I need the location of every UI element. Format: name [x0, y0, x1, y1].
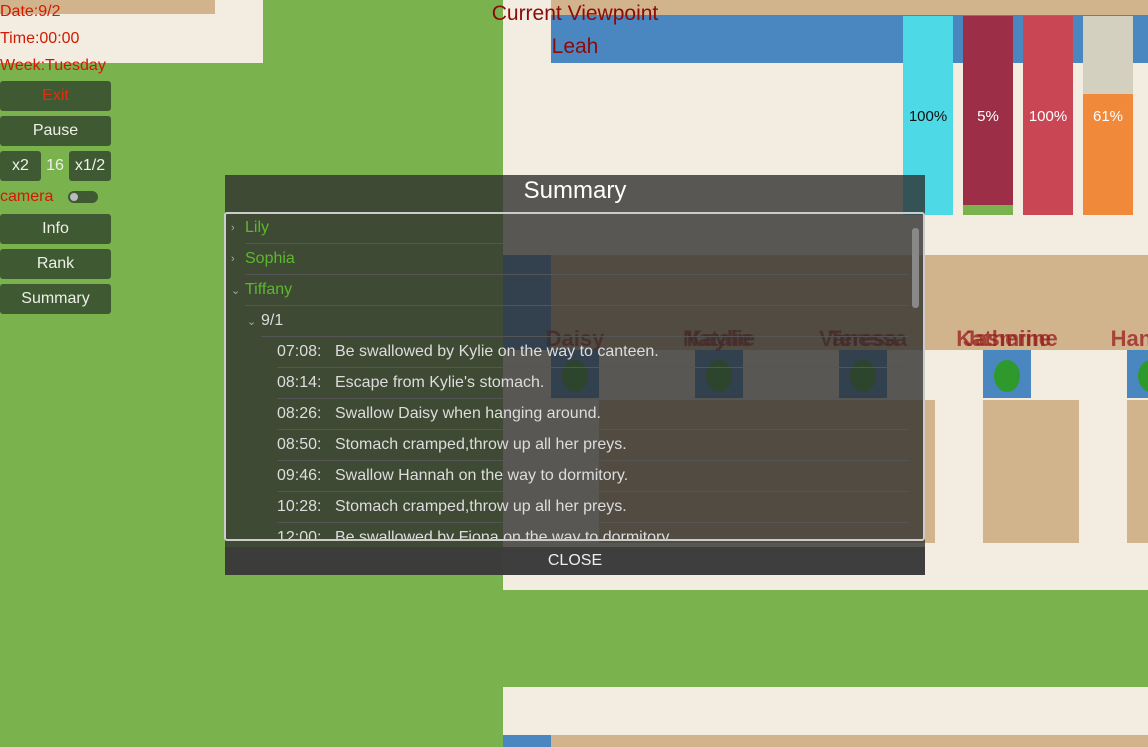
week-label: Week:Tuesday	[0, 57, 106, 74]
row-text: Sophia	[245, 250, 295, 267]
rank-button[interactable]: Rank	[0, 249, 111, 279]
status-label: 5%	[977, 108, 999, 125]
row-text: 9/1	[261, 312, 284, 329]
character-name: Hannah	[1110, 326, 1148, 351]
expand-arrow: ⌄	[247, 315, 257, 328]
entry-text: Be swallowed by Fiona on the way to dorm…	[335, 529, 673, 541]
camera-label: camera	[0, 188, 54, 205]
status-fill	[963, 205, 1013, 215]
toggle-knob	[70, 193, 78, 201]
scrollbar[interactable]	[912, 228, 919, 308]
entry-text: Escape from Kylie's stomach.	[335, 374, 545, 391]
entry-row[interactable]: 08:50: Stomach cramped,throw up all her p…	[277, 430, 909, 461]
expand-arrow: ›	[231, 253, 235, 265]
person-row[interactable]: ⌄ Tiffany	[231, 275, 909, 306]
row-text: Lily	[245, 219, 270, 236]
exit-button[interactable]: Exit	[0, 81, 111, 111]
pause-button[interactable]: Pause	[0, 116, 111, 146]
entry-text: Swallow Hannah on the way to dormitory.	[335, 467, 629, 484]
character	[994, 360, 1020, 392]
room	[983, 400, 1079, 543]
expand-arrow: ⌄	[231, 284, 241, 297]
entry-row[interactable]: 10:28: Stomach cramped,throw up all her p…	[277, 492, 909, 523]
date-row[interactable]: ⌄ 9/1	[247, 306, 909, 337]
wall	[551, 735, 1148, 747]
viewpoint-title: Current Viewpoint	[491, 2, 659, 25]
expand-arrow: ›	[231, 222, 235, 234]
corridor	[503, 735, 551, 747]
entry-row[interactable]: 07:08: Be swallowed by Kylie on the way t…	[277, 337, 909, 368]
close-button[interactable]: CLOSE	[225, 547, 925, 575]
dialog-title: Summary	[523, 177, 627, 204]
character-name: Jasmine	[962, 326, 1052, 351]
status-bar: 61%	[1083, 16, 1133, 215]
row-text: 10:28:	[277, 498, 322, 515]
status-fill	[1023, 16, 1073, 215]
row-text: 07:08:	[277, 343, 322, 360]
viewpoint-name: Leah	[551, 35, 599, 58]
wall	[551, 0, 1148, 15]
entry-text: Swallow Daisy when hanging around.	[335, 405, 601, 422]
summary-list: › Lily › Sophia ⌄ Tiffany ⌄ 9/1 07:08: Be swallow…	[224, 212, 925, 541]
status-label: 61%	[1092, 108, 1124, 125]
person-row[interactable]: › Lily	[231, 214, 909, 244]
status-label: 100%	[908, 108, 948, 125]
entry-row[interactable]: 08:26: Swallow Daisy when hanging around.	[277, 399, 909, 430]
entry-row[interactable]: 09:46: Swallow Hannah on the way to dormi…	[277, 461, 909, 492]
time-label: Time:00:00	[0, 30, 80, 47]
speed-up-button[interactable]: x2	[0, 151, 41, 181]
row-text: 09:46:	[277, 467, 322, 484]
character	[1138, 360, 1148, 392]
entry-row[interactable]: 12:00: Be swallowed by Fiona on the way t…	[277, 523, 909, 541]
summary-dialog: Summary › Lily › Sophia ⌄ Tiffany ⌄ 9/1 07:08: Be…	[224, 175, 925, 575]
entry-text: Stomach cramped,throw up all her preys.	[335, 498, 627, 515]
row-text: Tiffany	[245, 281, 293, 298]
status-label: 100%	[1028, 108, 1068, 125]
wall	[0, 0, 215, 14]
speed-down-button[interactable]: x1/2	[69, 151, 111, 181]
status-bar: 100%	[1023, 16, 1073, 215]
status-bar: 5%	[963, 16, 1013, 215]
row-text: 08:26:	[277, 405, 322, 422]
date-label: Date:9/2	[0, 3, 61, 20]
character-name: Katherine	[956, 326, 1058, 351]
floor	[503, 687, 1148, 735]
entry-text: Stomach cramped,throw up all her preys.	[335, 436, 627, 453]
row-text: 12:00:	[277, 529, 322, 541]
row-text: 08:14:	[277, 374, 322, 391]
person-row[interactable]: › Sophia	[231, 244, 909, 275]
row-text: 08:50:	[277, 436, 322, 453]
entry-row[interactable]: 08:14: Escape from Kylie's stomach.	[277, 368, 909, 399]
summary-button[interactable]: Summary	[0, 284, 111, 314]
speed-value: 16	[46, 157, 64, 174]
room	[1127, 400, 1148, 543]
info-button[interactable]: Info	[0, 214, 111, 244]
status-fill	[1083, 93, 1133, 215]
entry-text: Be swallowed by Kylie on the way to cant…	[335, 343, 659, 360]
camera-toggle[interactable]	[68, 191, 98, 203]
